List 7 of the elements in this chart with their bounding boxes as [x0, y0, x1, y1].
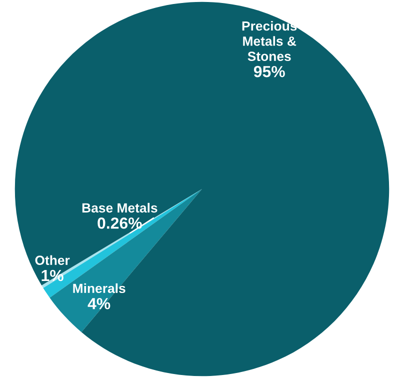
- pie-slice: [14, 2, 390, 376]
- slice-label: Base Metals: [82, 202, 158, 213]
- slice-label: Minerals: [73, 283, 126, 294]
- data-label: 4%: [88, 298, 110, 310]
- slice-label: Other: [35, 255, 70, 265]
- data-label: 95%: [254, 66, 285, 78]
- data-label: 0.26%: [98, 217, 142, 229]
